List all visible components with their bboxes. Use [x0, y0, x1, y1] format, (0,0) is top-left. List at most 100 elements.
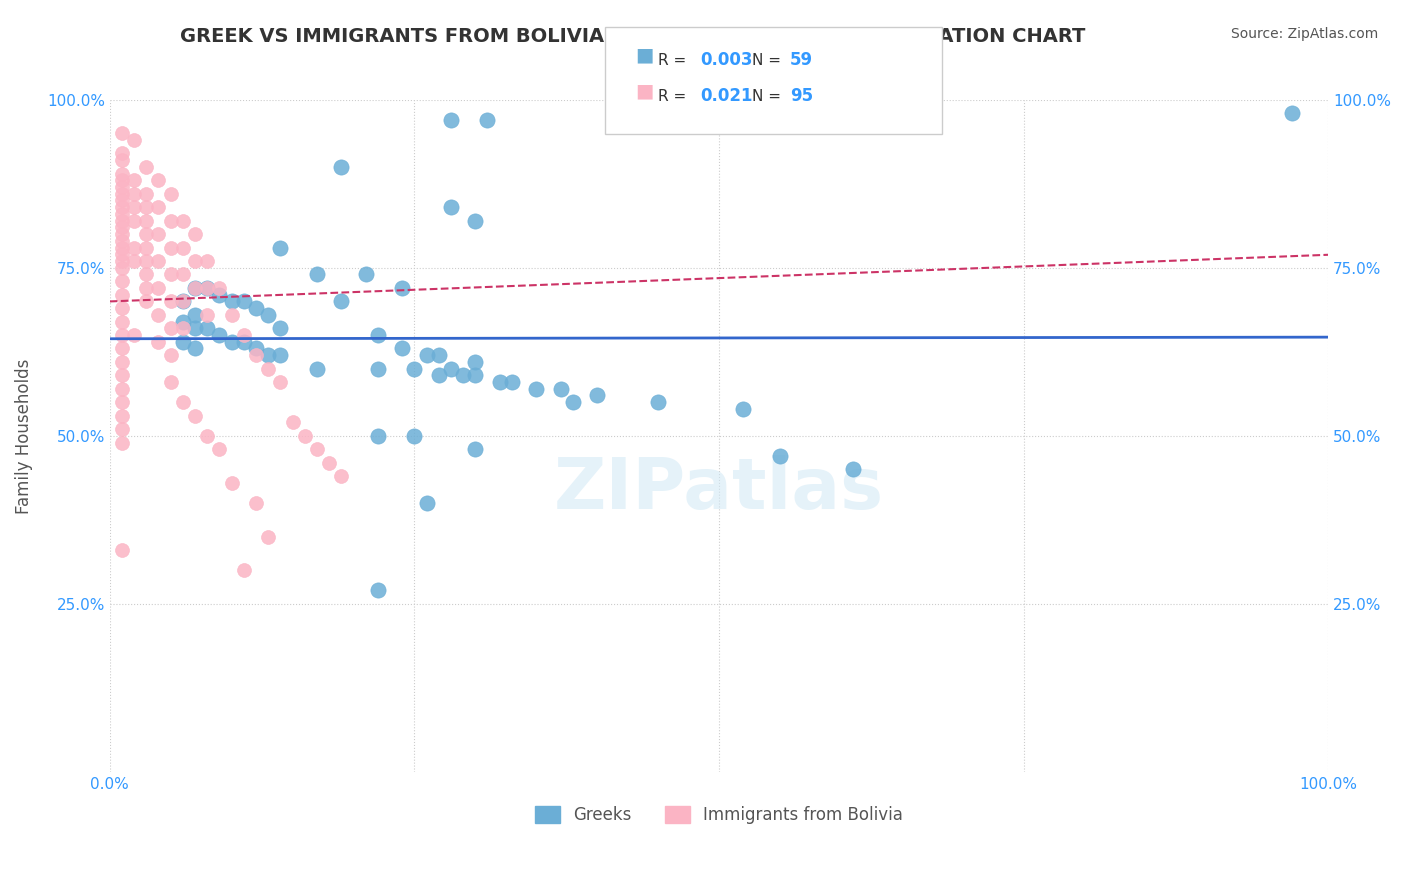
Point — [122, 173, 145, 187]
Point — [354, 268, 377, 282]
Point — [111, 368, 134, 383]
Point — [159, 213, 181, 227]
Point — [172, 395, 194, 409]
Point — [195, 281, 218, 295]
Point — [367, 328, 389, 343]
Point — [184, 321, 207, 335]
Legend: Greeks, Immigrants from Bolivia: Greeks, Immigrants from Bolivia — [529, 799, 910, 831]
Point — [111, 314, 134, 328]
Point — [122, 133, 145, 147]
Point — [172, 314, 194, 328]
Point — [464, 368, 486, 383]
Point — [586, 388, 609, 402]
Point — [111, 167, 134, 181]
Point — [111, 200, 134, 214]
Text: ■: ■ — [636, 81, 654, 100]
Point — [111, 274, 134, 288]
Point — [111, 382, 134, 396]
Point — [245, 301, 267, 315]
Point — [391, 342, 413, 356]
Point — [135, 294, 157, 309]
Point — [122, 328, 145, 343]
Text: ■: ■ — [636, 45, 654, 64]
Point — [208, 281, 231, 295]
Point — [111, 126, 134, 140]
Point — [221, 294, 243, 309]
Point — [111, 227, 134, 241]
Point — [427, 348, 450, 362]
Point — [221, 308, 243, 322]
Point — [111, 355, 134, 369]
Point — [111, 409, 134, 423]
Text: N =: N = — [752, 54, 786, 68]
Point — [184, 281, 207, 295]
Point — [159, 375, 181, 389]
Point — [281, 416, 304, 430]
Point — [440, 361, 463, 376]
Point — [733, 401, 755, 416]
Point — [561, 395, 583, 409]
Point — [404, 361, 426, 376]
Text: 59: 59 — [790, 51, 813, 69]
Point — [404, 429, 426, 443]
Point — [415, 496, 437, 510]
Point — [257, 361, 280, 376]
Point — [111, 241, 134, 255]
Point — [524, 382, 547, 396]
Text: 0.003: 0.003 — [700, 51, 752, 69]
Point — [111, 543, 134, 558]
Point — [477, 112, 499, 127]
Point — [269, 348, 291, 362]
Point — [195, 281, 218, 295]
Point — [159, 294, 181, 309]
Point — [111, 194, 134, 208]
Point — [464, 442, 486, 457]
Point — [257, 348, 280, 362]
Point — [111, 173, 134, 187]
Point — [195, 429, 218, 443]
Point — [367, 361, 389, 376]
Point — [842, 462, 865, 476]
Point — [257, 530, 280, 544]
Point — [269, 241, 291, 255]
Point — [184, 227, 207, 241]
Text: N =: N = — [752, 89, 786, 103]
Point — [294, 429, 316, 443]
Point — [159, 186, 181, 201]
Point — [232, 563, 254, 577]
Y-axis label: Family Households: Family Households — [15, 358, 32, 514]
Point — [111, 234, 134, 248]
Point — [391, 281, 413, 295]
Point — [232, 328, 254, 343]
Point — [269, 375, 291, 389]
Point — [111, 220, 134, 235]
Point — [305, 442, 328, 457]
Point — [111, 260, 134, 275]
Point — [488, 375, 510, 389]
Point — [135, 254, 157, 268]
Text: 95: 95 — [790, 87, 813, 104]
Point — [111, 395, 134, 409]
Point — [232, 334, 254, 349]
Point — [208, 328, 231, 343]
Point — [159, 241, 181, 255]
Point — [148, 254, 170, 268]
Point — [330, 160, 353, 174]
Point — [195, 308, 218, 322]
Point — [148, 200, 170, 214]
Point — [208, 287, 231, 301]
Point — [172, 334, 194, 349]
Point — [111, 207, 134, 221]
Point — [367, 429, 389, 443]
Point — [148, 334, 170, 349]
Point — [111, 342, 134, 356]
Point — [111, 186, 134, 201]
Point — [111, 287, 134, 301]
Point — [159, 348, 181, 362]
Point — [135, 268, 157, 282]
Point — [135, 281, 157, 295]
Point — [111, 435, 134, 450]
Point — [269, 321, 291, 335]
Point — [122, 241, 145, 255]
Point — [221, 334, 243, 349]
